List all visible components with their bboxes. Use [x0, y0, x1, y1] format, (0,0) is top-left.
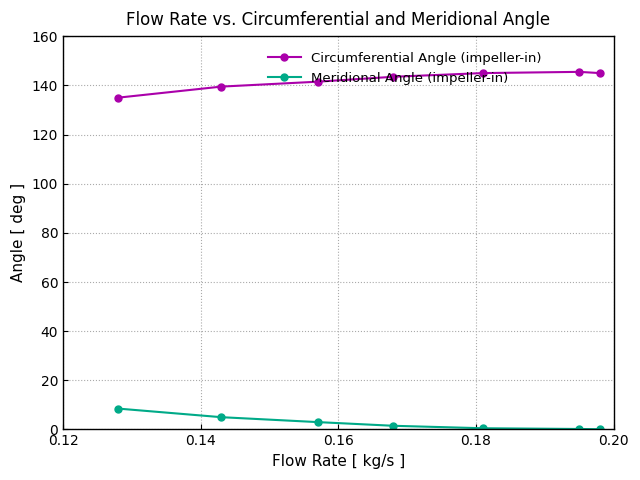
Meridional Angle (impeller-in) [479, 425, 486, 431]
Meridional Angle (impeller-in) [218, 414, 225, 420]
Circumferential Angle (impeller-in) [115, 95, 122, 100]
Circumferential Angle (impeller-in) [479, 70, 486, 76]
X-axis label: Flow Rate [ kg/s ]: Flow Rate [ kg/s ] [271, 454, 405, 469]
Circumferential Angle (impeller-in) [575, 69, 583, 75]
Meridional Angle (impeller-in) [390, 423, 397, 429]
Circumferential Angle (impeller-in) [314, 79, 321, 84]
Circumferential Angle (impeller-in) [390, 74, 397, 80]
Title: Flow Rate vs. Circumferential and Meridional Angle: Flow Rate vs. Circumferential and Meridi… [126, 11, 550, 29]
Line: Meridional Angle (impeller-in): Meridional Angle (impeller-in) [115, 405, 604, 432]
Meridional Angle (impeller-in) [314, 419, 321, 425]
Meridional Angle (impeller-in) [596, 426, 604, 432]
Y-axis label: Angle [ deg ]: Angle [ deg ] [11, 183, 26, 282]
Circumferential Angle (impeller-in) [596, 70, 604, 76]
Legend: Circumferential Angle (impeller-in), Meridional Angle (impeller-in): Circumferential Angle (impeller-in), Mer… [262, 47, 547, 90]
Line: Circumferential Angle (impeller-in): Circumferential Angle (impeller-in) [115, 68, 604, 101]
Meridional Angle (impeller-in) [575, 426, 583, 432]
Meridional Angle (impeller-in) [115, 406, 122, 411]
Circumferential Angle (impeller-in) [218, 84, 225, 89]
